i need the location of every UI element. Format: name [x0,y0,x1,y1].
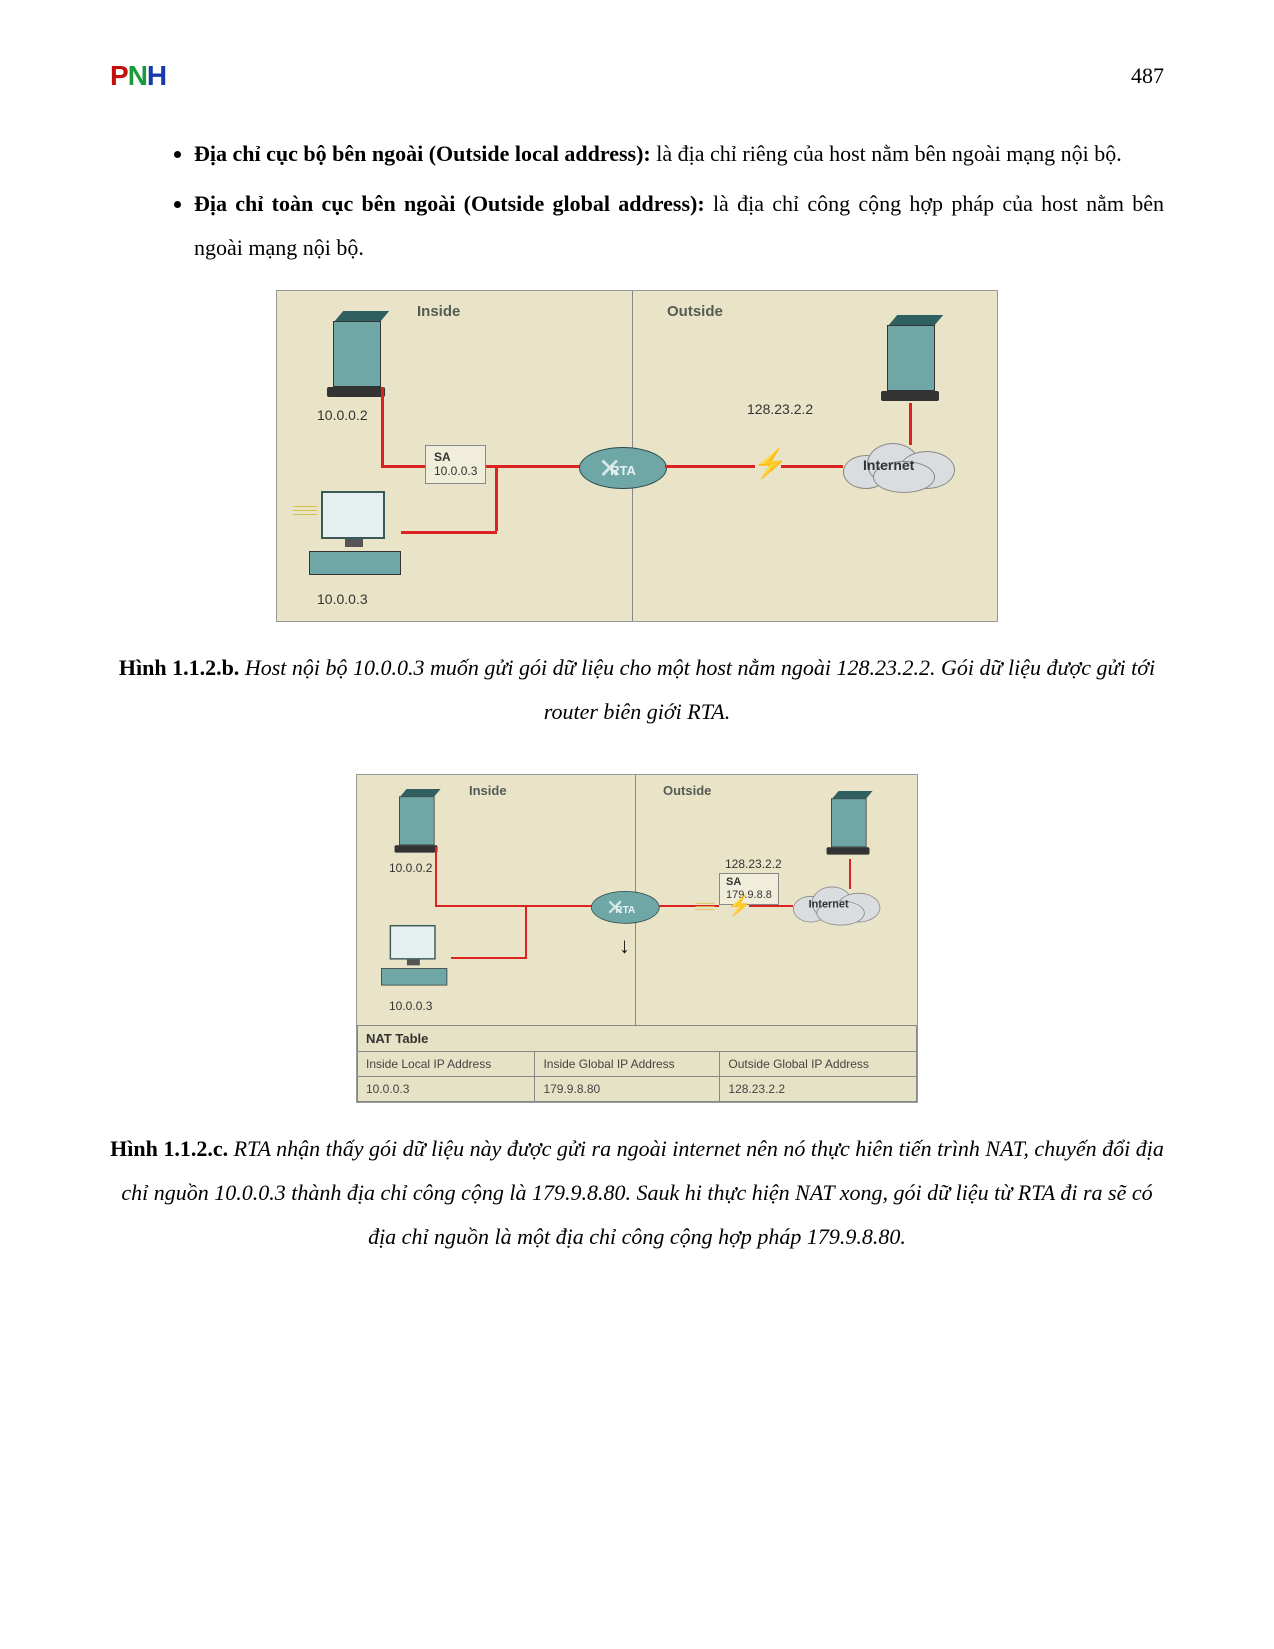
figure-1-caption: Hình 1.1.2.b. Host nội bộ 10.0.0.3 muốn … [110,646,1164,734]
figure-1: Inside Outside 10.0.0.2 10.0.0.3 SA 10.0… [276,290,998,622]
logo-letter-h: H [147,60,166,92]
nat-col-2: Outside Global IP Address [720,1052,917,1077]
server-icon [333,311,379,395]
page-number: 487 [1131,63,1164,89]
page-header: P N H 487 [110,60,1164,92]
wire [525,905,597,907]
router-icon: ✕ RTA [591,891,660,915]
ip-server-outside: 128.23.2.2 [725,857,782,871]
ip-pc-inside: 10.0.0.3 [389,999,432,1013]
nat-table: NAT Table Inside Local IP Address Inside… [357,1025,917,1102]
motion-lines-icon [695,901,714,913]
ip-pc-inside: 10.0.0.3 [317,591,368,607]
arrow-down-icon: ↓ [619,933,630,959]
sa-ip: 10.0.0.3 [434,464,477,478]
nat-table-title: NAT Table [358,1026,917,1052]
table-row: 10.0.0.3 179.9.8.80 128.23.2.2 [358,1077,917,1102]
wire [665,465,755,468]
wire [451,957,527,959]
caption2-lead: Hình 1.1.2.c. [110,1136,228,1161]
nat-cell-2: 128.23.2.2 [720,1077,917,1102]
server-icon [887,315,933,399]
wire [495,465,498,531]
list-item: Địa chỉ toàn cục bên ngoài (Outside glob… [194,182,1164,270]
pc-icon [381,925,446,990]
cloud-icon: Internet [793,885,887,927]
wire [435,905,527,907]
wire [525,905,527,957]
sa-label: SA [434,450,477,464]
server-icon [399,789,433,851]
caption1-body: Host nội bộ 10.0.0.3 muốn gửi gói dữ liệ… [239,655,1155,724]
logo-letter-n: N [128,60,147,92]
wire [849,859,851,889]
outside-label: Outside [663,783,711,798]
figure-2: Inside Outside 10.0.0.2 10.0.0.3 ✕ RTA [356,774,918,1103]
wire [781,465,843,468]
logo-letter-p: P [110,60,128,92]
inside-label: Inside [417,303,460,320]
router-icon: ✕ RTA [579,447,667,478]
nat-cell-1: 179.9.8.80 [535,1077,720,1102]
nat-col-0: Inside Local IP Address [358,1052,535,1077]
caption1-lead: Hình 1.1.2.b. [119,655,239,680]
wire [749,905,793,907]
wire [381,387,384,467]
outside-label: Outside [667,303,723,320]
router-label: RTA [591,903,660,915]
nat-col-1: Inside Global IP Address [535,1052,720,1077]
sa-tag: SA 10.0.0.3 [425,445,486,484]
server-icon [831,791,865,853]
wire [495,465,591,468]
ip-server-inside: 10.0.0.2 [317,407,368,423]
nat-cell-0: 10.0.0.3 [358,1077,535,1102]
lightning-icon: ⚡ [753,447,788,480]
bullet-bold-0: Địa chỉ cục bộ bên ngoài (Outside local … [194,141,651,166]
pc-icon [309,491,399,581]
list-item: Địa chỉ cục bộ bên ngoài (Outside local … [194,132,1164,176]
caption2-body: RTA nhận thấy gói dữ liệu này được gửi r… [121,1136,1163,1249]
table-row: Inside Local IP Address Inside Global IP… [358,1052,917,1077]
motion-lines-icon [293,503,317,518]
brand-logo: P N H [110,60,166,92]
ip-server-outside: 128.23.2.2 [747,401,813,417]
bullet-rest-0: là địa chỉ riêng của host nằm bên ngoài … [651,141,1122,166]
router-label: RTA [579,463,667,478]
sa-label: SA [726,876,772,889]
wire [909,403,912,445]
internet-label: Internet [809,897,849,909]
internet-label: Internet [863,457,914,473]
cloud-icon: Internet [843,441,963,495]
ip-server-inside: 10.0.0.2 [389,861,432,875]
wire [435,847,437,907]
figure-2-caption: Hình 1.1.2.c. RTA nhận thấy gói dữ liệu … [110,1127,1164,1259]
bullet-bold-1: Địa chỉ toàn cục bên ngoài (Outside glob… [194,191,705,216]
inside-label: Inside [469,783,507,798]
wire [401,531,497,534]
bullet-list: Địa chỉ cục bộ bên ngoài (Outside local … [168,132,1164,270]
